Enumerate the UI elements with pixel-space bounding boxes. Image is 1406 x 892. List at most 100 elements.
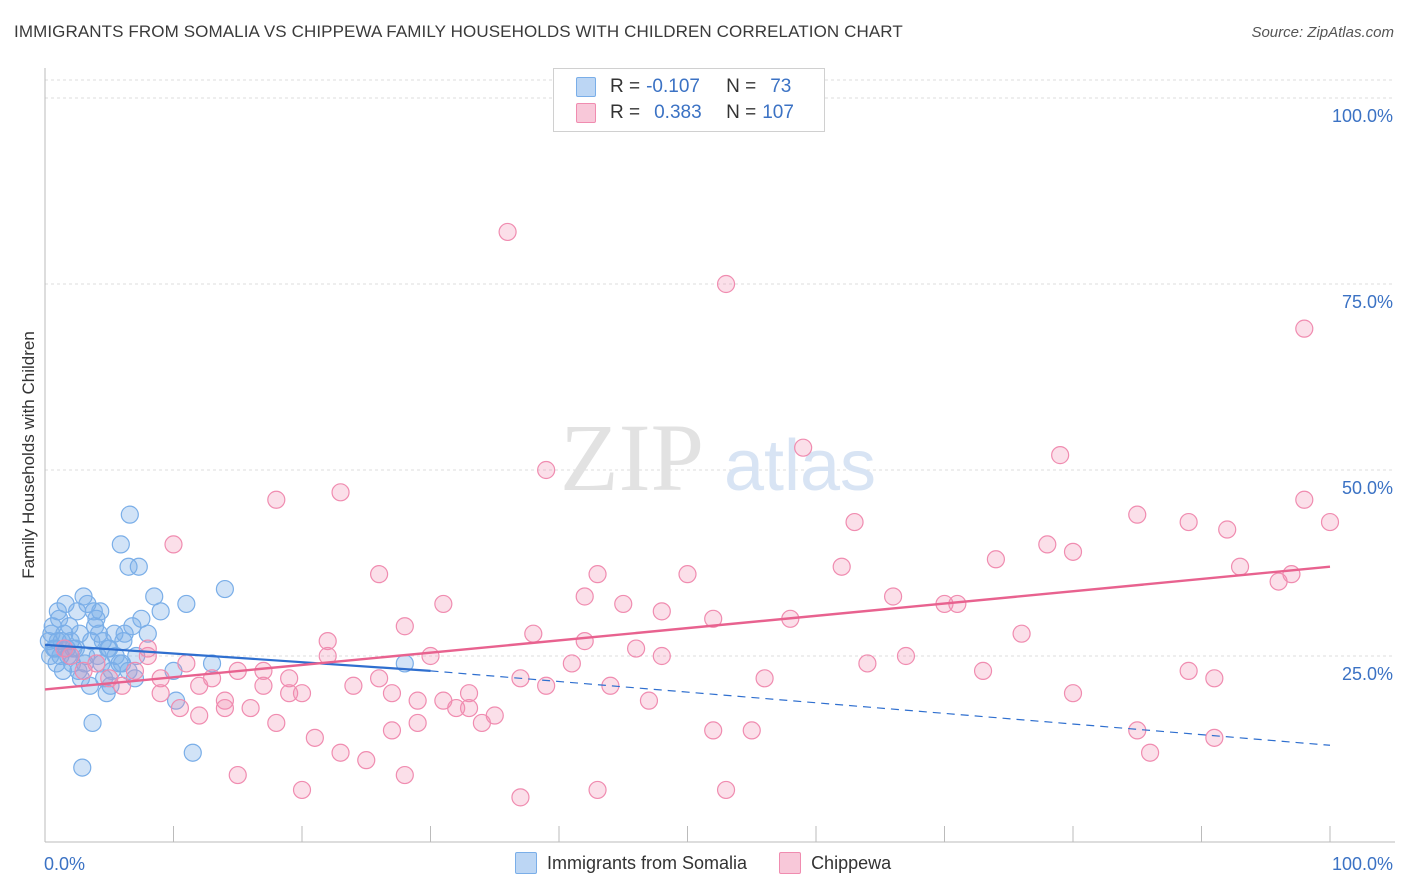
point-chippewa xyxy=(1140,743,1160,762)
point-chippewa xyxy=(472,713,491,733)
series-swatch-somalia xyxy=(515,852,537,874)
point-somalia xyxy=(42,624,61,643)
series-swatch-chippewa xyxy=(779,852,802,874)
point-chippewa xyxy=(562,654,581,673)
point-chippewa xyxy=(177,654,196,673)
trend-somalia-extension xyxy=(430,670,1331,746)
point-chippewa xyxy=(357,751,376,770)
y-tick-label: 100.0% xyxy=(1332,106,1393,126)
point-chippewa xyxy=(626,639,646,658)
y-tick-label: 50.0% xyxy=(1342,478,1393,498)
point-somalia xyxy=(110,654,129,673)
point-somalia xyxy=(47,654,66,673)
point-chippewa xyxy=(537,460,556,480)
legend-swatch-chippewa xyxy=(576,103,596,123)
point-somalia xyxy=(102,661,121,680)
watermark-zip: ZIP xyxy=(560,404,704,511)
point-chippewa xyxy=(896,646,916,666)
point-chippewa xyxy=(511,788,530,807)
point-chippewa xyxy=(704,609,723,628)
point-somalia xyxy=(41,646,60,666)
point-somalia xyxy=(69,661,88,680)
y-axis-title: Family Households with Children xyxy=(19,331,38,579)
point-somalia xyxy=(84,602,103,621)
point-chippewa xyxy=(215,691,234,710)
series-legend-somalia: Immigrants from Somalia xyxy=(515,852,747,874)
chart-title: IMMIGRANTS FROM SOMALIA VS CHIPPEWA FAMI… xyxy=(14,22,903,41)
point-chippewa xyxy=(716,780,736,800)
point-chippewa xyxy=(1282,565,1301,584)
x-tick-label-max: 100.0% xyxy=(1332,854,1393,874)
point-chippewa xyxy=(55,639,74,658)
point-chippewa xyxy=(1295,319,1314,338)
point-somalia xyxy=(120,505,139,524)
legend-r-label: R = xyxy=(610,102,641,123)
trend-somalia xyxy=(44,643,431,672)
point-chippewa xyxy=(575,587,594,606)
series-label-somalia: Immigrants from Somalia xyxy=(547,852,748,873)
point-chippewa xyxy=(370,669,389,688)
point-chippewa xyxy=(395,765,414,785)
series-label-chippewa: Chippewa xyxy=(811,852,892,873)
point-chippewa xyxy=(434,594,453,614)
point-chippewa xyxy=(1063,542,1083,561)
point-chippewa xyxy=(254,676,273,695)
axis-labels: 25.0% 50.0% 75.0% 100.0% 0.0% 100.0% Family Ho… xyxy=(19,106,1393,874)
point-chippewa xyxy=(331,743,350,762)
point-chippewa xyxy=(305,728,324,747)
point-chippewa xyxy=(537,676,556,695)
trend-chippewa xyxy=(44,565,1331,691)
point-chippewa xyxy=(588,780,607,800)
point-chippewa xyxy=(973,661,993,680)
point-chippewa xyxy=(74,661,93,680)
point-chippewa xyxy=(241,698,260,718)
point-somalia xyxy=(114,632,133,651)
legend-n-label: N = xyxy=(726,76,757,97)
point-chippewa xyxy=(395,617,414,636)
point-chippewa xyxy=(845,512,864,532)
point-chippewa xyxy=(1012,624,1031,643)
point-chippewa xyxy=(382,721,402,740)
point-chippewa xyxy=(704,721,723,740)
point-somalia xyxy=(129,557,148,576)
point-chippewa xyxy=(1218,520,1237,539)
point-chippewa xyxy=(1179,661,1198,680)
point-chippewa xyxy=(421,646,440,666)
legend-r-value: 0.383 xyxy=(654,102,702,123)
series-legend-chippewa: Chippewa xyxy=(779,852,891,874)
point-chippewa xyxy=(408,691,427,710)
point-chippewa xyxy=(280,684,299,703)
stats-legend: R = -0.107 N = 73 R = 0.383 N = 107 xyxy=(553,68,825,132)
point-chippewa xyxy=(267,490,286,509)
legend-r-label: R = xyxy=(610,76,641,97)
point-chippewa xyxy=(742,721,761,740)
point-somalia xyxy=(83,713,102,733)
legend-row-somalia: R = -0.107 N = 73 xyxy=(576,75,791,99)
point-chippewa xyxy=(215,698,234,718)
point-chippewa xyxy=(125,661,145,680)
point-somalia xyxy=(145,587,164,606)
point-chippewa xyxy=(588,565,607,584)
point-chippewa xyxy=(151,684,170,703)
legend-n-label: N = xyxy=(726,102,757,123)
trend-lines xyxy=(44,565,1331,746)
point-somalia xyxy=(115,624,134,643)
point-somalia xyxy=(138,624,157,643)
source-label: Source: ZipAtlas.com xyxy=(1251,24,1394,41)
legend-n-value: 107 xyxy=(762,102,794,123)
point-chippewa xyxy=(1295,490,1314,509)
point-chippewa xyxy=(652,646,671,666)
point-chippewa xyxy=(292,780,312,800)
point-chippewa xyxy=(1063,684,1083,703)
point-chippewa xyxy=(434,691,453,710)
point-chippewa xyxy=(331,483,350,502)
legend-row-chippewa: R = 0.383 N = 107 xyxy=(576,101,794,125)
point-chippewa xyxy=(858,654,877,673)
point-chippewa xyxy=(1320,512,1340,532)
point-chippewa xyxy=(678,565,697,584)
point-chippewa xyxy=(601,676,620,695)
point-chippewa xyxy=(986,550,1006,569)
point-chippewa xyxy=(228,765,247,785)
legend-n-value: 73 xyxy=(770,76,792,97)
point-chippewa xyxy=(382,684,402,703)
